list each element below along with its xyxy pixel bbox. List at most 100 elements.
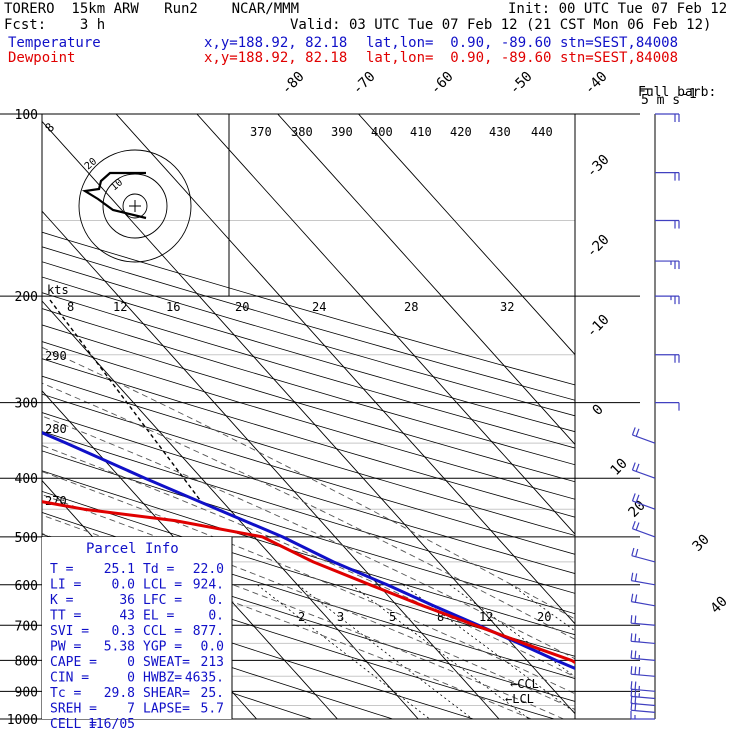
wind-barb-500	[631, 520, 656, 538]
barb-key-label: Full barb:	[638, 85, 716, 100]
barb-flag	[630, 633, 633, 642]
isotherm	[358, 114, 575, 356]
barb-flag	[631, 547, 635, 556]
parcel-value: 0	[127, 655, 135, 670]
wind-barb-750	[630, 633, 656, 645]
isotherm-label--10: -10	[584, 312, 613, 341]
dry-adiabat	[42, 341, 575, 500]
temp-stn: stn=SEST,84008	[560, 35, 679, 51]
isotherm-label-0: 0	[590, 402, 607, 419]
barb-flag	[631, 493, 636, 502]
barb-flag	[634, 681, 637, 690]
barb-flag	[634, 650, 637, 659]
dew-xy: x,y=188.92, 82.18	[204, 50, 348, 66]
hodograph-ring	[78, 149, 192, 263]
temperature-legend: Temperature	[8, 35, 101, 51]
dry-adiabat	[42, 490, 575, 657]
wind-barbs	[630, 113, 680, 720]
temp-xy: x,y=188.92, 82.18	[204, 35, 348, 51]
dry-adiabat	[42, 470, 575, 636]
barb-flag	[630, 615, 633, 624]
parcel-value: 116/05	[88, 717, 135, 732]
barb-flag	[630, 666, 633, 675]
isotherm-label-30: 30	[690, 532, 713, 555]
pressure-label-500: 500	[15, 531, 38, 546]
isotherm-label--80: -80	[279, 69, 308, 98]
theta-label-420: 420	[450, 125, 472, 139]
parcel-key: Td =	[143, 562, 174, 577]
parcel-box-bg	[42, 537, 232, 719]
moist-adiabat	[42, 382, 575, 640]
wind-barb-650	[630, 593, 656, 607]
dry-adiabat	[42, 450, 575, 615]
parcel-key: TT =	[50, 609, 81, 624]
isotherm-label-40: 40	[708, 594, 731, 617]
wind-barb-550	[631, 547, 656, 563]
hodograph-scale-24: 24	[312, 300, 326, 314]
parcel-value: 29.8	[104, 686, 135, 701]
parcel-value: 0.0	[112, 578, 135, 593]
barb-staff	[631, 709, 656, 713]
parcel-key: T =	[50, 562, 74, 577]
parcel-title: Parcel Info	[86, 541, 179, 557]
barb-flag	[631, 520, 636, 529]
parcel-key: LFC =	[143, 593, 182, 608]
theta-label-290: 290	[45, 349, 67, 363]
header-init: Init: 00 UTC Tue 07 Feb 12	[508, 1, 728, 17]
isotherm-label--60: -60	[428, 69, 457, 98]
parcel-key: PW =	[50, 640, 81, 655]
theta-label-280: 280	[45, 422, 67, 436]
barb-flag	[630, 593, 634, 602]
parcel-key: SVI =	[50, 624, 89, 639]
hodograph-scale-28: 28	[404, 300, 418, 314]
dew-stn: stn=SEST,84008	[560, 50, 679, 66]
parcel-key: CIN =	[50, 671, 89, 686]
hodograph-trace	[81, 171, 147, 220]
hodograph-ring	[122, 193, 148, 219]
pressure-label-200: 200	[15, 290, 38, 305]
sounding-profiles	[42, 431, 575, 670]
dry-adiabat	[42, 603, 393, 719]
ccl-label: ←CCL	[510, 677, 539, 691]
isotherm-label--40: -40	[582, 69, 611, 98]
isotherm-label--50: -50	[507, 69, 536, 98]
parcel-key: LCL =	[143, 578, 182, 593]
moist-adiabat	[42, 471, 575, 695]
parcel-value: 5.38	[104, 640, 135, 655]
hodograph-corner-label: 8	[42, 120, 57, 135]
wind-barb-350	[631, 427, 656, 444]
parcel-value: 0.	[208, 609, 224, 624]
barb-flag	[634, 666, 637, 675]
barb-flag	[635, 548, 639, 557]
parcel-value: 877.	[193, 624, 224, 639]
barb-staff	[631, 695, 656, 700]
moist-adiabat	[42, 494, 575, 710]
wind-barb-400	[631, 462, 656, 479]
parcel-value: 0.	[208, 593, 224, 608]
parcel-value: 4635.	[185, 671, 224, 686]
parcel-key: EL =	[143, 609, 174, 624]
theta-label-440: 440	[531, 125, 553, 139]
barb-flag	[635, 494, 640, 503]
isotherm	[42, 120, 575, 715]
parcel-key: CELL =	[50, 717, 97, 732]
parcel-value: 0.0	[201, 640, 224, 655]
parcel-value: 22.0	[193, 562, 224, 577]
barb-flag	[631, 427, 636, 436]
theta-label-430: 430	[489, 125, 511, 139]
hodograph-units: kts	[47, 283, 69, 297]
isotherm	[0, 114, 14, 719]
barb-flag	[630, 572, 634, 581]
barb-key: Full barb: 5 m s -1	[638, 85, 716, 108]
wind-barb-850	[630, 666, 656, 677]
parcel-key: SHEAR=	[143, 686, 190, 701]
wind-barb-600	[630, 572, 656, 586]
mixing-ratio-label-2: 2	[298, 610, 305, 624]
dry-adiabat	[42, 412, 575, 574]
isotherm	[277, 114, 575, 446]
dew-latlon: lat,lon= 0.90, -89.60	[366, 50, 552, 66]
mixing-ratio-line	[297, 584, 473, 719]
